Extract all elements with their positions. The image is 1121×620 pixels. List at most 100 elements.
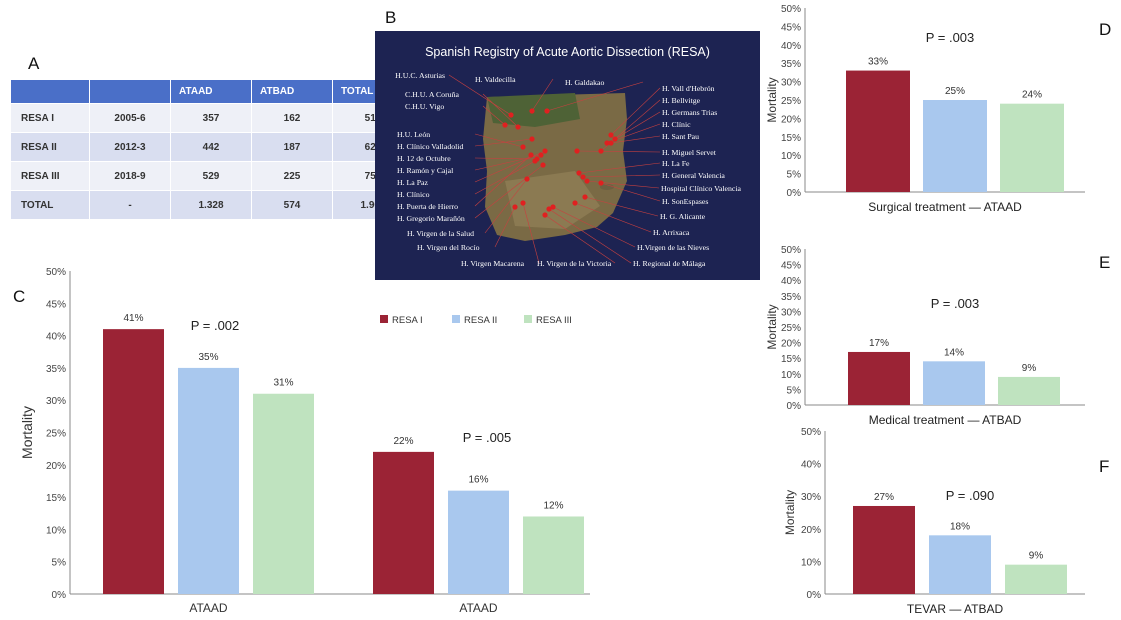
hospital-marker — [576, 170, 582, 176]
hospital-marker — [520, 144, 526, 150]
hospital-label: H. Ramón y Cajal — [397, 166, 454, 175]
hospital-leader-line — [482, 105, 506, 126]
table-row: RESA II 2012-3 442 187 629 — [10, 132, 414, 162]
bar-data-label: 41% — [123, 313, 143, 324]
table-header-cell: ATAAD — [170, 79, 252, 104]
bar-data-label: 17% — [869, 338, 889, 349]
bar-data-label: 16% — [468, 475, 488, 486]
y-tick-label: 45% — [781, 22, 801, 33]
hospital-leader-line — [584, 196, 659, 217]
hospital-leader-line — [522, 202, 540, 264]
table-header-row: ATAAD ATBAD TOTAL — [10, 79, 414, 104]
hospital-marker — [584, 178, 590, 184]
y-tick-label: 10% — [781, 370, 801, 381]
table-cell: - — [89, 190, 171, 220]
bar-data-label: 9% — [1022, 363, 1037, 374]
y-tick-label: 20% — [781, 114, 801, 125]
bar — [853, 505, 915, 594]
y-tick-label: 15% — [781, 354, 801, 365]
y-tick-label: 50% — [801, 427, 821, 438]
bar — [1005, 564, 1067, 594]
panel-label-b: B — [385, 8, 397, 27]
table-cell: RESA II — [10, 132, 90, 162]
x-category-label: TEVAR — ATBAD — [907, 602, 1004, 616]
hospital-label: H. G. Alicante — [660, 212, 706, 221]
balearic-islands — [600, 184, 614, 190]
table-cell: 1.328 — [170, 190, 252, 220]
y-tick-label: 0% — [52, 590, 67, 601]
hospital-marker — [502, 122, 508, 128]
hospital-leader-line — [484, 178, 528, 234]
hospital-leader-line — [474, 150, 546, 183]
hospital-label: H. Arrixaca — [653, 228, 690, 237]
table-cell: 442 — [170, 132, 252, 162]
y-tick-label: 30% — [781, 78, 801, 89]
bar-data-label: 35% — [198, 352, 218, 363]
bar — [103, 329, 164, 594]
bar-data-label: 31% — [273, 378, 293, 389]
hospital-leader-line — [531, 78, 554, 112]
y-tick-label: 40% — [781, 41, 801, 52]
table-cell: 2005-6 — [89, 103, 171, 133]
bar — [923, 100, 987, 192]
bar — [448, 490, 509, 594]
table-header-cell — [89, 79, 171, 104]
y-tick-label: 50% — [781, 245, 801, 256]
bar — [1000, 103, 1064, 192]
hospital-label: H. Galdakao — [565, 78, 605, 87]
y-tick-label: 15% — [46, 493, 66, 504]
chart-e-medical-atbad: 0% 5% 10% 15% 20% 25% 30% 35% 40% 45% 50% Mortality… — [765, 245, 1085, 427]
legend-swatch — [452, 315, 460, 323]
y-tick-label: 20% — [801, 525, 821, 536]
resa-hospital-map: Spanish Registry of Acute Aortic Dissect… — [375, 31, 760, 280]
bar-data-label: 33% — [868, 57, 888, 68]
hospital-label: H. La Paz — [397, 178, 428, 187]
hospital-label: H. Puerta de Hierro — [397, 202, 458, 211]
hospital-marker — [608, 132, 614, 138]
hospital-marker — [529, 136, 535, 142]
table-header-cell: ATBAD — [251, 79, 333, 104]
hospital-label: H. Gregorio Marañón — [397, 214, 465, 223]
table-cell: 2012-3 — [89, 132, 171, 162]
y-tick-label: 50% — [781, 4, 801, 15]
bar — [373, 451, 434, 594]
bar — [253, 393, 314, 594]
hospital-leader-line — [552, 206, 636, 248]
y-tick-label: 0% — [787, 401, 802, 412]
hospital-marker — [604, 140, 610, 146]
hospital-marker — [540, 162, 546, 168]
bar — [523, 516, 584, 594]
p-value-annotation: P = .005 — [463, 430, 512, 445]
hospital-label: Hospital Clínico Valencia — [661, 184, 742, 193]
y-tick-label: 50% — [46, 267, 66, 278]
y-axis-label: Mortality — [765, 77, 779, 122]
hospital-label: H. 12 de Octubre — [397, 154, 451, 163]
hospital-marker — [528, 152, 534, 158]
hospital-leader-line — [574, 202, 652, 233]
hospital-label: H. Virgen Macarena — [461, 259, 525, 268]
hospital-leader-line — [582, 174, 661, 178]
hospital-marker — [512, 204, 518, 210]
hospital-marker — [542, 148, 548, 154]
hospital-leader-line — [474, 154, 532, 207]
table-cell: 574 — [251, 190, 333, 220]
hospital-label: H. Virgen de la Salud — [407, 229, 474, 238]
p-value-annotation: P = .090 — [946, 488, 995, 503]
y-axis-label: Mortality — [765, 304, 779, 349]
bar — [929, 535, 991, 594]
y-tick-label: 25% — [46, 429, 66, 440]
y-tick-label: 45% — [781, 261, 801, 272]
y-axis-label: Mortality — [19, 406, 35, 459]
hospital-marker — [524, 176, 530, 182]
hospital-leader-line — [474, 138, 533, 147]
hospital-marker — [532, 158, 538, 164]
table-header-cell — [10, 79, 90, 104]
bar — [178, 367, 239, 594]
bar — [848, 351, 910, 405]
hospital-label: C.H.U. Vigo — [405, 102, 444, 111]
legend-swatch — [380, 315, 388, 323]
panel-label-a: A — [28, 54, 40, 73]
hospital-label: H.U.C. Asturias — [395, 71, 445, 80]
legend-label: RESA I — [392, 315, 423, 326]
hospital-marker — [546, 206, 552, 212]
